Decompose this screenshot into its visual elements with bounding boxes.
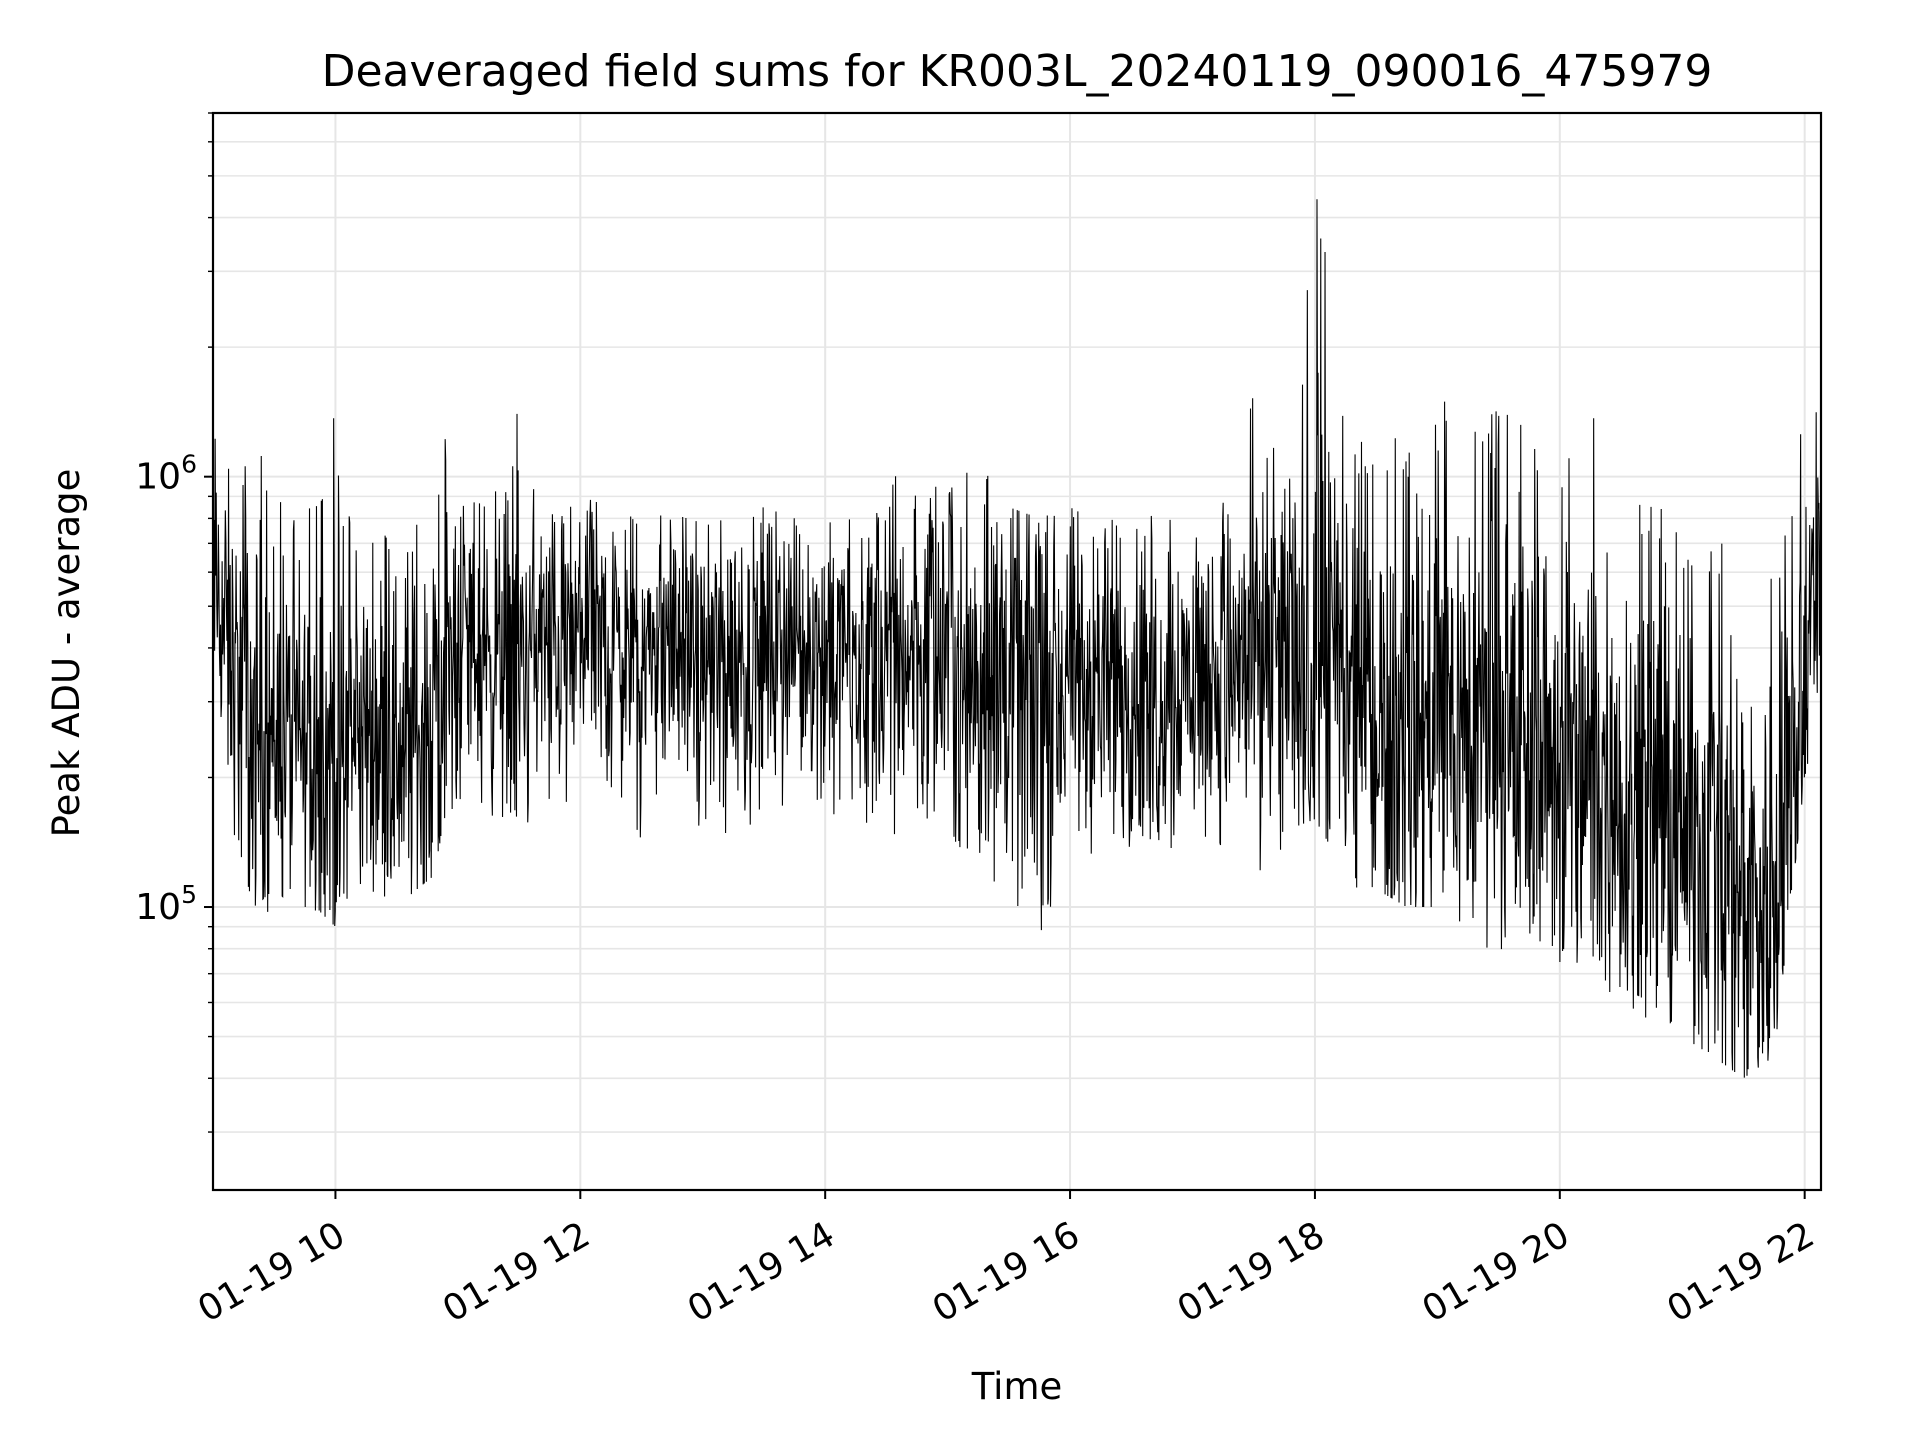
series-line: [213, 199, 1821, 1078]
y-axis-label: Peak ADU - average: [45, 469, 88, 838]
y-tick-label: 106: [135, 450, 197, 498]
y-tick-label: 105: [135, 880, 197, 928]
plot-frame: [211, 111, 1823, 1192]
x-axis-label: Time: [971, 1365, 1063, 1408]
series-group: [213, 199, 1821, 1078]
chart-title: Deaveraged field sums for KR003L_2024011…: [322, 46, 1713, 97]
y-axis-ticks: 105 106: [135, 112, 213, 1133]
